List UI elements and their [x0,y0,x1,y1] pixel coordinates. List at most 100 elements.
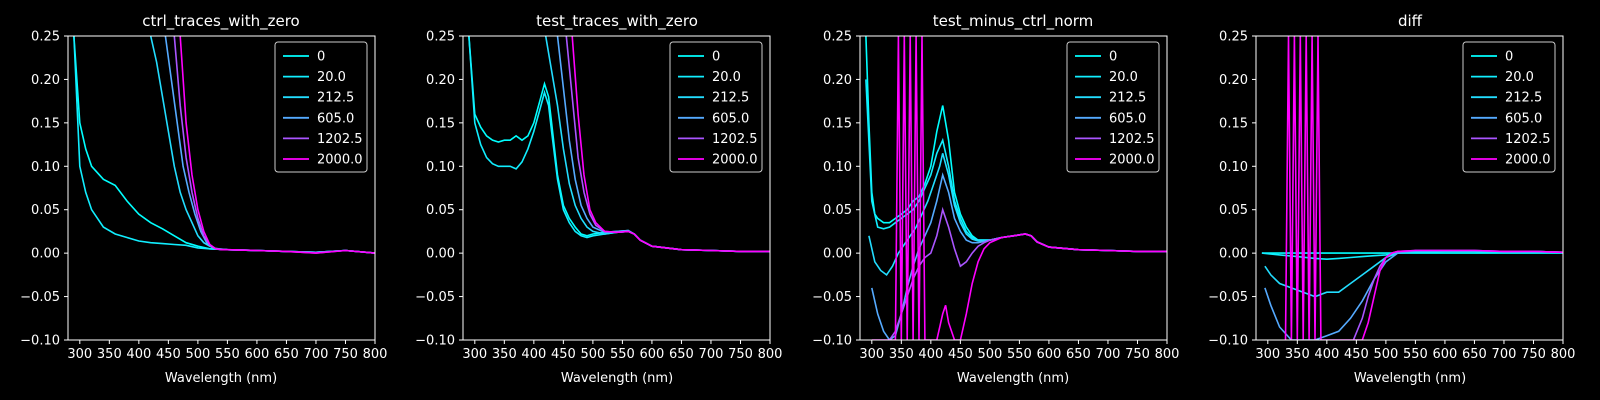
y-tick-label: 0.20 [31,73,60,88]
legend-label: 20.0 [1109,70,1138,85]
x-tick-label: 400 [521,347,546,362]
x-tick-label: 400 [126,347,151,362]
legend-label: 605.0 [712,111,749,126]
y-tick-label: 0.00 [426,247,455,262]
y-tick-label: 0.00 [823,247,852,262]
legend-label: 1202.5 [1109,132,1155,147]
x-axis-label: Wavelength (nm) [957,371,1069,386]
y-tick-label: 0.15 [31,116,60,131]
x-axis-label: Wavelength (nm) [165,371,277,386]
x-tick-label: 400 [1314,347,1339,362]
x-tick-label: 450 [156,347,181,362]
y-tick-label: 0.15 [1219,116,1248,131]
legend-label: 1202.5 [1505,132,1551,147]
legend-label: 0 [1109,50,1117,65]
y-tick-label: 0.25 [823,30,852,45]
series-line-5 [1284,36,1563,340]
x-tick-label: 500 [977,347,1002,362]
y-tick-label: 0.10 [426,160,455,175]
plot-area [468,36,770,253]
legend-label: 2000.0 [712,153,758,168]
y-tick-label: 0.20 [1219,73,1248,88]
legend-label: 2000.0 [1505,153,1551,168]
x-tick-label: 450 [948,347,973,362]
legend-label: 1202.5 [712,132,758,147]
x-tick-label: 300 [462,347,487,362]
y-tick-label: 0.10 [1219,160,1248,175]
plot-area [865,36,1167,340]
x-tick-label: 650 [274,347,299,362]
legend-box [1066,41,1160,173]
chart-panel-1: ctrl_traces_with_zero Wavelength (nm) 30… [20,12,387,386]
x-tick-label: 700 [699,347,724,362]
legend-label: 1202.5 [317,132,363,147]
x-tick-label: 500 [580,347,605,362]
x-tick-label: 350 [889,347,914,362]
x-tick-label: 750 [728,347,753,362]
x-tick-label: 800 [1155,347,1180,362]
x-tick-label: 750 [333,347,358,362]
chart-title: diff [1398,12,1423,30]
x-tick-label: 350 [492,347,517,362]
chart-title: ctrl_traces_with_zero [142,12,299,31]
y-tick-label: −0.05 [415,290,455,305]
y-tick-label: 0.00 [31,247,60,262]
x-tick-label: 300 [859,347,884,362]
series-line-5 [571,36,770,253]
axes-frame [1255,35,1564,341]
x-tick-label: 550 [610,347,635,362]
y-tick-label: −0.05 [1208,290,1248,305]
x-tick-label: 450 [551,347,576,362]
x-axis-label: Wavelength (nm) [1354,371,1466,386]
legend-label: 0 [712,50,720,65]
x-tick-label: 700 [1492,347,1517,362]
legend-label: 212.5 [1505,91,1542,106]
x-tick-label: 650 [669,347,694,362]
y-tick-label: −0.10 [812,334,852,349]
x-tick-label: 600 [245,347,270,362]
y-tick-label: −0.10 [1208,334,1248,349]
x-axis-label: Wavelength (nm) [561,371,673,386]
legend-label: 605.0 [1109,111,1146,126]
legend-label: 212.5 [1109,91,1146,106]
chart-title: test_minus_ctrl_norm [933,12,1094,31]
y-tick-label: 0.25 [1219,30,1248,45]
plot-area [1261,36,1563,340]
x-tick-label: 800 [758,347,783,362]
axes-frame [462,35,771,341]
legend-label: 0 [317,50,325,65]
x-tick-label: 300 [1255,347,1280,362]
x-tick-label: 300 [67,347,92,362]
x-tick-label: 350 [1285,347,1310,362]
chart-panel-4: diff Wavelength (nm) 300 350 400 450 500 550 6… [1208,12,1575,386]
y-tick-label: 0.05 [426,203,455,218]
legend-label: 20.0 [1505,70,1534,85]
y-tick-label: 0.20 [823,73,852,88]
legend-box [669,41,763,173]
y-tick-label: 0.25 [31,30,60,45]
chart-panel-3: test_minus_ctrl_norm Wavelength (nm) 300… [812,12,1179,386]
legend-label: 2000.0 [317,153,363,168]
x-tick-label: 750 [1521,347,1546,362]
x-tick-label: 600 [640,347,665,362]
y-tick-label: 0.05 [1219,203,1248,218]
x-tick-label: 350 [97,347,122,362]
x-tick-label: 550 [1403,347,1428,362]
x-tick-label: 700 [304,347,329,362]
x-tick-label: 600 [1433,347,1458,362]
x-tick-label: 450 [1344,347,1369,362]
x-tick-label: 700 [1096,347,1121,362]
legend-label: 605.0 [317,111,354,126]
series-line-5 [871,36,1167,340]
plot-area [73,36,375,254]
x-tick-label: 800 [1551,347,1576,362]
y-tick-label: 0.00 [1219,247,1248,262]
chart-panel-2: test_traces_with_zero Wavelength (nm) 30… [415,12,782,386]
x-tick-label: 550 [1007,347,1032,362]
axes-frame [67,35,376,341]
x-tick-label: 750 [1125,347,1150,362]
y-tick-label: 0.05 [31,203,60,218]
y-tick-label: 0.05 [823,203,852,218]
y-tick-label: 0.15 [823,116,852,131]
